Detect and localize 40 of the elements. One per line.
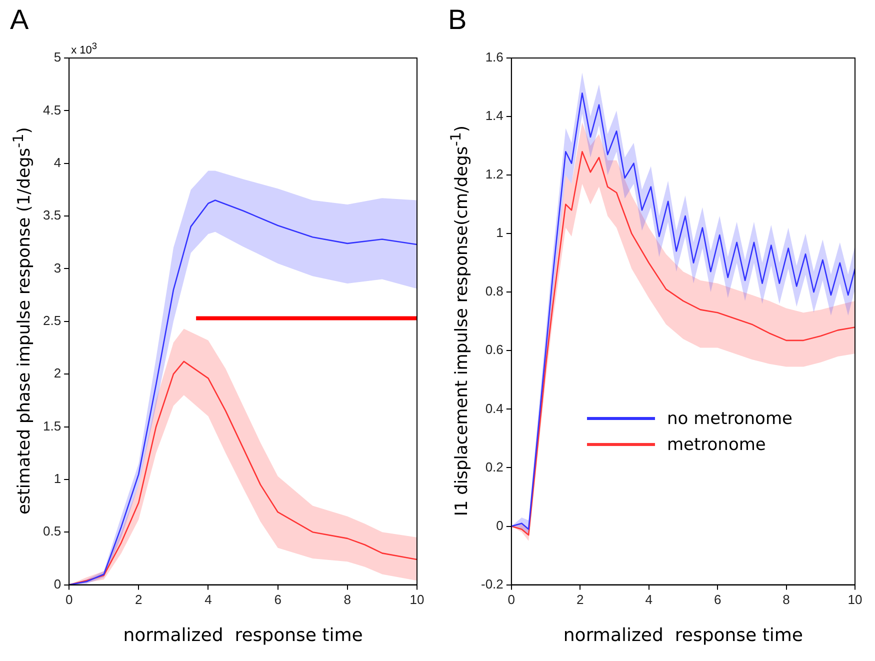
x-tick-label: 8 <box>782 592 790 608</box>
x-tick-label: 2 <box>576 592 584 608</box>
legend-label: metronome <box>666 434 766 455</box>
chart-title: B <box>448 4 467 36</box>
x-axis-title: normalized response time <box>563 624 804 646</box>
y-tick-label: 0.4 <box>485 400 504 416</box>
y-tick-label: 4 <box>54 154 62 170</box>
x-tick-label: 8 <box>344 592 352 608</box>
legend-label: no metronome <box>666 408 792 429</box>
y-tick-label: 3.5 <box>42 208 62 223</box>
x-tick-label: 2 <box>135 592 142 608</box>
y-tick-label: 0 <box>54 576 62 592</box>
x-tick-label: 4 <box>645 592 652 608</box>
y-tick-label: 1.4 <box>485 108 504 124</box>
y-tick-label: 1.5 <box>42 418 62 434</box>
y-tick-label: -0.2 <box>480 576 504 592</box>
y-tick-label: 3 <box>54 260 62 276</box>
x-axis-title: normalized response time <box>123 624 363 646</box>
y-tick-label: 0.2 <box>485 459 504 474</box>
x-tick-label: 0 <box>65 592 73 608</box>
y-tick-label: 2.5 <box>42 312 62 328</box>
y-tick-label: 0 <box>496 518 504 533</box>
x-tick-label: 0 <box>508 592 516 608</box>
chart-title: A <box>10 4 29 36</box>
y-tick-label: 1 <box>54 471 62 486</box>
y-tick-label: 1.6 <box>485 50 504 65</box>
y-tick-label: 0.6 <box>485 342 504 358</box>
y-tick-label: 4.5 <box>42 102 62 118</box>
y-tick-label: 2 <box>54 366 62 381</box>
y-tick-label: 1 <box>496 225 504 240</box>
x-tick-label: 10 <box>410 592 424 608</box>
text: x 10$^{3}$ <box>71 41 97 57</box>
x-tick-label: 6 <box>714 592 722 608</box>
y-tick-label: 5 <box>54 50 62 65</box>
y-tick-label: 0.5 <box>42 524 62 539</box>
x-tick-label: 4 <box>204 592 212 608</box>
y-tick-label: 0.8 <box>485 284 504 299</box>
x-tick-label: 10 <box>848 592 862 608</box>
y-tick-label: 1.2 <box>485 166 504 182</box>
x-tick-label: 6 <box>274 592 282 608</box>
